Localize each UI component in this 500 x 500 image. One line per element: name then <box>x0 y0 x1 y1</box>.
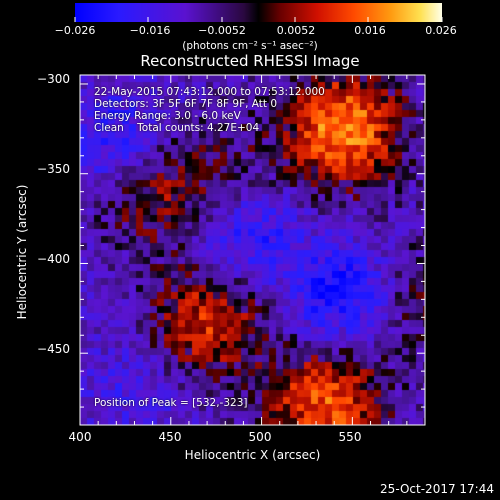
colorbar <box>74 3 443 22</box>
chart-title: Reconstructed RHESSI Image <box>140 52 360 70</box>
colorbar-ticks <box>74 17 443 22</box>
y-axis-title: Heliocentric Y (arcsec) <box>15 184 29 320</box>
x-tick-label: 450 <box>158 430 182 444</box>
y-tick-label: −350 <box>37 162 70 176</box>
x-tick-label: 500 <box>248 430 272 444</box>
colorbar-gradient <box>75 3 442 22</box>
heatmap-image <box>80 75 425 425</box>
y-tick-label: −300 <box>37 72 70 86</box>
colorbar-tick-label: 0.016 <box>354 24 386 37</box>
colorbar-tick-label: −0.0052 <box>198 24 246 37</box>
colorbar-tick-label: 0.026 <box>425 24 457 37</box>
colorbar-units: (photons cm⁻² s⁻¹ asec⁻²) <box>182 40 318 52</box>
detectors-text: Detectors: 3F 5F 6F 7F 8F 9F, Att 0 <box>94 98 278 110</box>
x-axis-title: Heliocentric X (arcsec) <box>184 448 321 462</box>
x-tick-label: 400 <box>68 430 92 444</box>
colorbar-tick-label: 0.0052 <box>276 24 316 37</box>
colorbar-tick-label: −0.026 <box>54 24 96 37</box>
energy-range-text: Energy Range: 3.0 - 6.0 keV <box>94 110 241 122</box>
peak-position-text: Position of Peak = [532,-323] <box>94 397 248 409</box>
x-tick-label: 550 <box>338 430 362 444</box>
time-range-text: 22-May-2015 07:43:12.000 to 07:53:12.000 <box>94 86 325 98</box>
y-tick-label: −450 <box>37 342 70 356</box>
algorithm-counts-text: Clean Total counts: 4.27E+04 <box>94 122 260 134</box>
y-tick-label: −400 <box>37 252 70 266</box>
date-stamp: 25-Oct-2017 17:44 <box>380 482 494 496</box>
colorbar-tick-label: −0.016 <box>129 24 171 37</box>
plot-frame <box>79 74 426 426</box>
